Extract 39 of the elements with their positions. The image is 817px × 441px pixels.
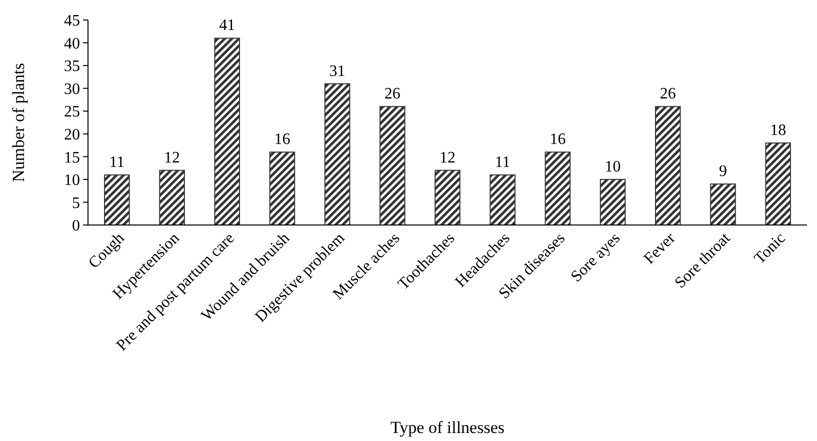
y-tick-label: 25 xyxy=(64,104,80,121)
bar xyxy=(765,142,791,226)
bar xyxy=(434,170,460,226)
bar xyxy=(600,178,626,226)
data-label: 26 xyxy=(384,86,400,103)
data-label: 11 xyxy=(494,154,510,171)
bar xyxy=(380,106,406,226)
data-label: 10 xyxy=(604,158,621,176)
y-tick-label: 10 xyxy=(64,172,80,190)
y-axis-title: Number of plants xyxy=(9,63,28,182)
data-label: 31 xyxy=(329,62,346,80)
data-label: 16 xyxy=(550,131,566,148)
bar xyxy=(710,184,736,226)
bar xyxy=(214,38,240,226)
bar xyxy=(324,83,350,226)
data-label: 9 xyxy=(718,163,727,180)
data-label: 16 xyxy=(274,131,290,148)
y-tick-label: 45 xyxy=(64,12,80,30)
bar xyxy=(104,174,130,226)
x-tick-label: Sore ayes xyxy=(568,230,624,286)
y-tick-label: 20 xyxy=(64,126,80,144)
bar xyxy=(159,170,185,226)
bar xyxy=(654,106,681,226)
data-label: 12 xyxy=(440,149,456,166)
y-tick-label: 0 xyxy=(72,218,80,235)
data-label: 26 xyxy=(660,86,676,103)
bar xyxy=(544,152,571,226)
data-label: 41 xyxy=(219,17,236,34)
bar xyxy=(269,152,296,226)
y-tick-label: 30 xyxy=(64,80,80,98)
data-label: 11 xyxy=(109,154,125,171)
y-tick-label: 40 xyxy=(64,35,80,52)
y-tick-label: 35 xyxy=(64,58,80,76)
data-label: 12 xyxy=(164,149,180,166)
x-axis-title: Type of illnesses xyxy=(390,418,505,437)
y-tick-label: 5 xyxy=(72,194,80,212)
bar xyxy=(490,174,516,226)
y-tick-label: 15 xyxy=(64,149,80,166)
data-label: 18 xyxy=(770,122,786,139)
